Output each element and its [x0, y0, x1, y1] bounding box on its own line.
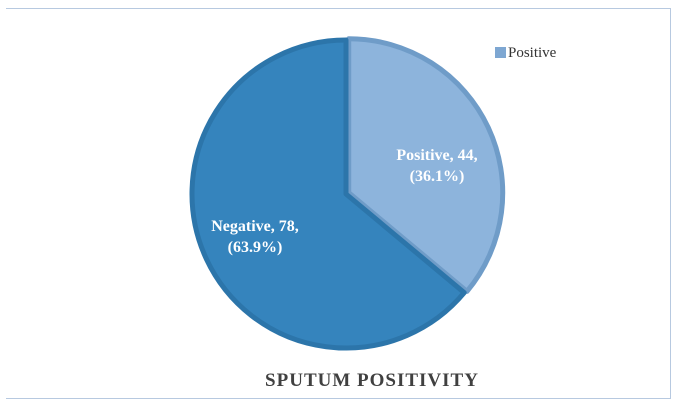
- chart-frame: [6, 8, 671, 399]
- data-label-positive-line1: Positive, 44,: [396, 147, 477, 164]
- pie-slice-positive: [346, 36, 506, 294]
- chart-title: SPUTUM POSITIVITY: [265, 370, 479, 391]
- legend-label-positive: Positive: [508, 45, 557, 61]
- data-label-negative-line1: Negative, 78,: [211, 218, 299, 235]
- pie-slice-negative: [189, 37, 467, 351]
- data-label-positive-line2: (36.1%): [410, 168, 465, 185]
- legend-swatch-positive: [495, 47, 506, 58]
- data-label-negative-line2: (63.9%): [228, 239, 283, 256]
